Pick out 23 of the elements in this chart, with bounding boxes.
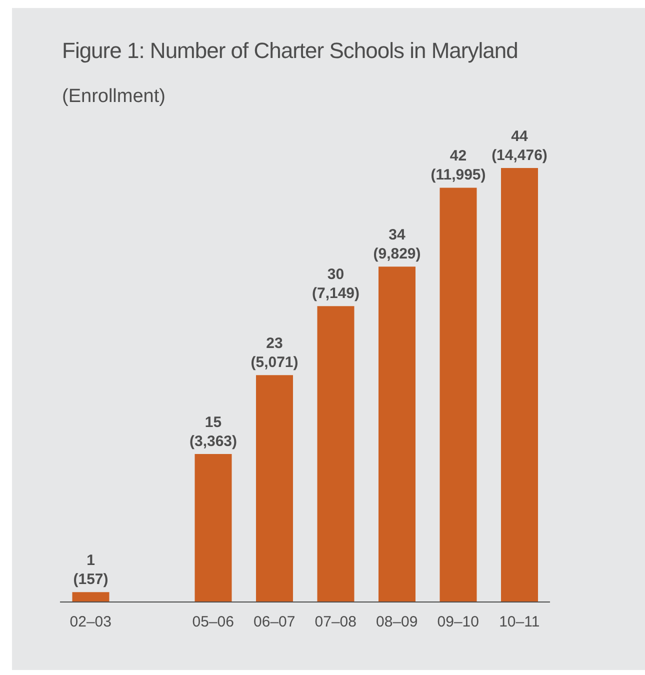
x-tick-label: 06–07	[254, 614, 296, 631]
data-label: 15 (3,363)	[189, 414, 238, 450]
bar	[501, 168, 538, 602]
data-label: 42 (11,995)	[430, 148, 486, 184]
x-tick-label: 10–11	[499, 614, 540, 631]
data-label: 1 (157)	[73, 552, 108, 588]
x-tick-label: 09–10	[437, 614, 479, 631]
x-tick-label: 02–03	[70, 614, 112, 631]
x-tick-label: 07–08	[314, 614, 356, 631]
bar	[378, 266, 416, 602]
bar	[72, 592, 110, 602]
bar	[256, 375, 293, 602]
data-label: 30 (7,149)	[312, 266, 360, 302]
bar	[194, 454, 232, 602]
bar	[440, 188, 477, 602]
bar	[317, 306, 354, 602]
chart-title: Figure 1: Number of Charter Schools in Maryland	[62, 38, 518, 64]
data-label: 34 (9,829)	[373, 226, 421, 263]
x-tick-label: 05–06	[192, 614, 234, 631]
chart-subtitle: (Enrollment)	[62, 86, 166, 108]
data-label: 23 (5,071)	[250, 335, 298, 372]
x-tick-label: 08–09	[376, 614, 418, 631]
data-label: 44 (14,476)	[492, 128, 548, 164]
